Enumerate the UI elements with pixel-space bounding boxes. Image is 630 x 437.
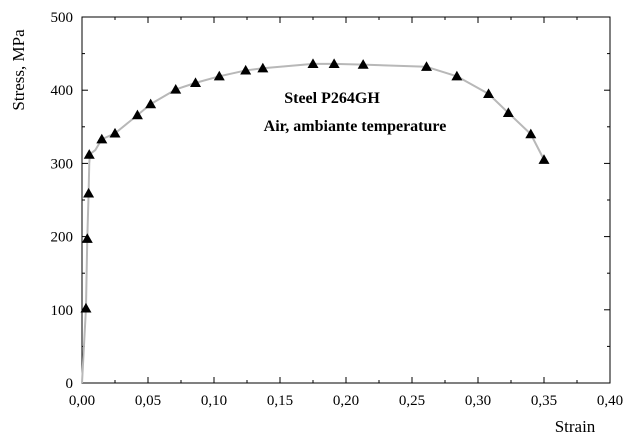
data-point-marker (451, 70, 463, 81)
data-point-marker (109, 127, 121, 138)
x-tick-label: 0,05 (135, 393, 161, 409)
data-point-marker (307, 58, 319, 68)
y-axis-label: Stress, MPa (9, 29, 28, 111)
data-point-marker (170, 83, 182, 94)
x-tick-label: 0,00 (69, 393, 95, 409)
y-tick-label: 500 (51, 10, 74, 26)
y-tick-label: 100 (51, 303, 74, 319)
x-tick-label: 0,15 (267, 393, 293, 409)
data-point-marker (83, 187, 95, 198)
data-point-marker (190, 77, 202, 88)
data-point-marker (538, 154, 550, 164)
plot-frame (81, 16, 611, 384)
stress-strain-curve (81, 62, 545, 384)
data-point-marker (357, 59, 369, 69)
data-point-marker (483, 88, 495, 98)
y-tick-label: 400 (51, 83, 74, 99)
x-axis-label: Strain (555, 417, 596, 436)
data-point-marker (213, 70, 225, 81)
y-tick-label: 300 (51, 156, 74, 172)
data-point-marker (240, 64, 252, 75)
data-point-marker (131, 109, 143, 120)
data-point-marker (80, 302, 92, 313)
data-point-marker (96, 133, 108, 144)
x-tick-label: 0,20 (333, 393, 359, 409)
data-point-marker (145, 98, 157, 109)
x-tick-label: 0,40 (597, 393, 623, 409)
y-tick-label: 0 (66, 376, 74, 392)
x-tick-label: 0,25 (399, 393, 425, 409)
data-point-marker (525, 128, 537, 139)
data-point-marker (421, 61, 433, 71)
data-point-marker (502, 107, 514, 118)
data-point-marker (328, 58, 340, 68)
data-point-marker (81, 233, 93, 243)
annotation-conditions: Air, ambiante temperature (264, 118, 447, 135)
x-tick-label: 0,35 (531, 393, 557, 409)
data-point-marker (83, 149, 95, 159)
x-tick-label: 0,30 (465, 393, 491, 409)
y-tick-label: 200 (51, 230, 74, 246)
data-point-marker (257, 62, 269, 73)
x-tick-label: 0,10 (201, 393, 227, 409)
annotation-material: Steel P264GH (284, 90, 380, 107)
